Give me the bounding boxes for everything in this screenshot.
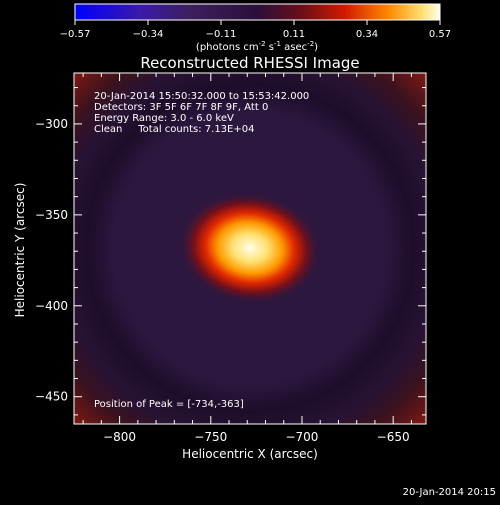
colorbar-tick-label: −0.57 (60, 29, 91, 40)
x-tick-label: −750 (194, 430, 227, 444)
info-line-energy: Energy Range: 3.0 - 6.0 keV (94, 113, 234, 124)
info-line-detectors: Detectors: 3F 5F 6F 7F 8F 9F, Att 0 (94, 102, 268, 113)
chart-title: Reconstructed RHESSI Image (140, 54, 359, 72)
footer-timestamp: 20-Jan-2014 20:15 (403, 487, 496, 498)
colorbar (74, 3, 441, 21)
info-line-time: 20-Jan-2014 15:50:32.000 to 15:53:42.000 (94, 91, 309, 102)
colorbar-tick-label: −0.11 (206, 29, 237, 40)
colorbar-ticks: −0.57 −0.34 −0.11 0.11 0.34 0.57 (60, 20, 451, 40)
colorbar-tick-label: −0.34 (133, 29, 164, 40)
colorbar-units: (photons cm-2 s-1 asec-2) (196, 40, 318, 53)
y-tick-label: −400 (35, 299, 68, 313)
colorbar-tick-label: 0.11 (283, 29, 305, 40)
info-block: 20-Jan-2014 15:50:32.000 to 15:53:42.000… (94, 91, 309, 135)
image-area (74, 73, 426, 424)
y-tick-label: −300 (35, 117, 68, 131)
axis-ticks: −800 −750 −700 −650 −300 −350 −400 −450 (35, 73, 426, 444)
plot-frame (73, 72, 427, 425)
y-axis-label: Heliocentric Y (arcsec) (13, 183, 27, 318)
x-tick-label: −700 (285, 430, 318, 444)
colorbar-tick-label: 0.57 (429, 29, 451, 40)
y-tick-label: −350 (35, 208, 68, 222)
y-tick-label: −450 (35, 390, 68, 404)
x-tick-label: −800 (103, 430, 136, 444)
x-tick-label: −650 (377, 430, 410, 444)
colorbar-tick-label: 0.34 (356, 29, 378, 40)
peak-position-label: Position of Peak = [-734,-363] (94, 399, 244, 410)
emission-source (178, 191, 322, 305)
info-line-clean: Clean Total counts: 7.13E+04 (94, 124, 254, 135)
x-axis-label: Heliocentric X (arcsec) (182, 447, 318, 461)
